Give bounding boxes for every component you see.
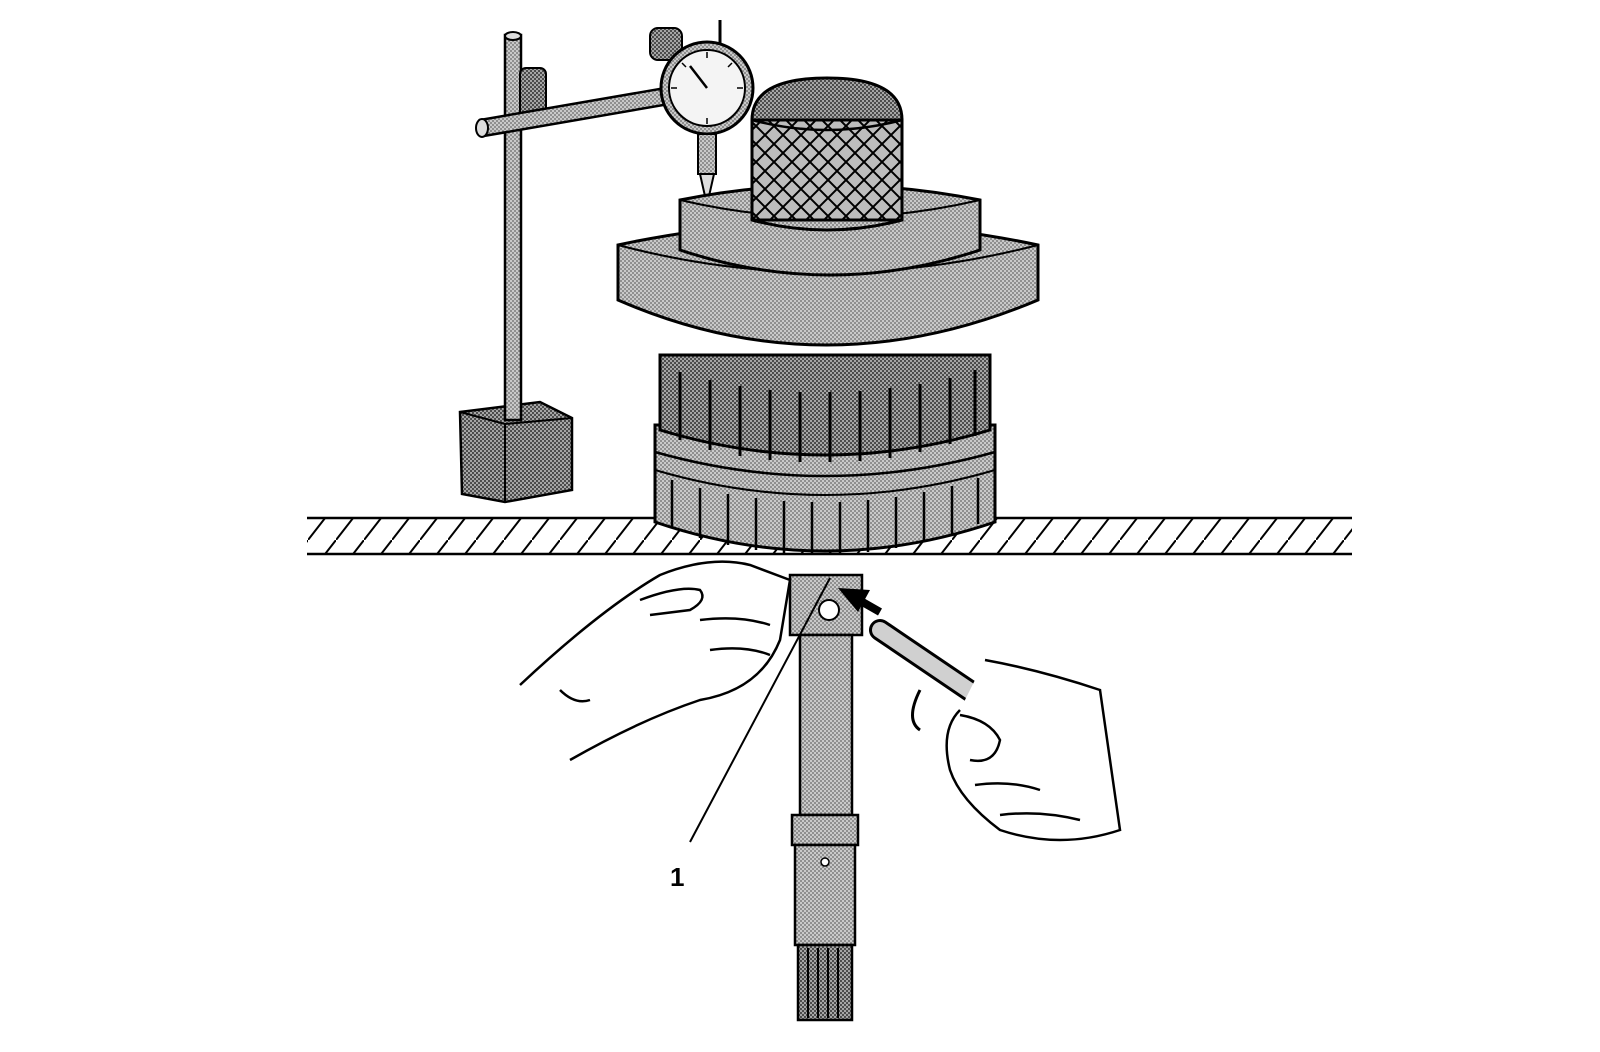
right-hand	[945, 658, 1122, 842]
input-shaft	[788, 573, 864, 1022]
indicator-stand-rod	[475, 20, 722, 422]
left-hand	[519, 560, 792, 762]
magnetic-base-icon	[458, 400, 574, 504]
clutch-housing-assembly	[616, 76, 1040, 554]
callout-label: 1	[670, 862, 684, 892]
pressure-arrow-icon	[838, 588, 882, 616]
dial-indicator-icon	[659, 40, 755, 206]
callout-1: 1	[670, 577, 831, 892]
